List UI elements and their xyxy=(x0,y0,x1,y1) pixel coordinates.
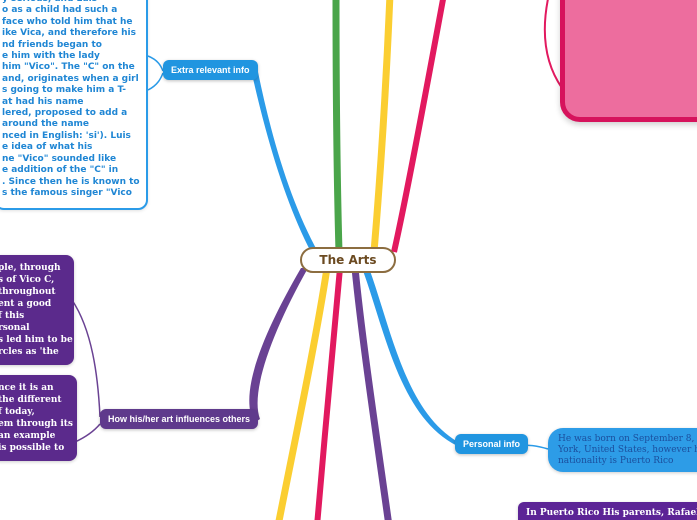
pink-empty-node[interactable] xyxy=(560,0,697,122)
influence-note-bottom[interactable]: nce it is an the different f today, em t… xyxy=(0,375,77,461)
pink-box-connector-curve[interactable] xyxy=(543,0,563,89)
birth-note[interactable]: He was born on September 8, 1971 in York… xyxy=(548,428,697,472)
central-node-the-arts[interactable]: The Arts xyxy=(300,247,396,273)
influence-note-top[interactable]: ple, through s of Vico C, throughout ent… xyxy=(0,255,74,365)
branch-influences-curve[interactable] xyxy=(249,268,308,423)
parents-note[interactable]: In Puerto Rico His parents, Rafael Lozad… xyxy=(518,502,697,520)
influence-note-brace xyxy=(71,299,101,443)
branch-pink-top-curve[interactable] xyxy=(391,0,446,253)
extra-relevant-note[interactable]: y serious, and Luis o as a child had suc… xyxy=(0,0,148,210)
branch-purple-bottom-curve[interactable] xyxy=(351,267,392,520)
branch-extra-curve[interactable] xyxy=(252,72,318,252)
branch-yellow-bottom-curve[interactable] xyxy=(275,267,331,520)
branch-label-influences[interactable]: How his/her art influences others xyxy=(100,409,259,429)
branch-label-extra-relevant-info[interactable]: Extra relevant info xyxy=(163,60,258,80)
central-node-label: The Arts xyxy=(319,253,377,267)
branch-label-personal-info[interactable]: Personal info xyxy=(455,434,529,454)
extra-note-brace xyxy=(147,55,164,91)
branch-personal-curve[interactable] xyxy=(362,268,462,448)
branch-green-curve[interactable] xyxy=(332,0,343,253)
branch-pink-bottom-curve[interactable] xyxy=(314,267,343,520)
branch-yellow-top-curve[interactable] xyxy=(370,0,394,253)
